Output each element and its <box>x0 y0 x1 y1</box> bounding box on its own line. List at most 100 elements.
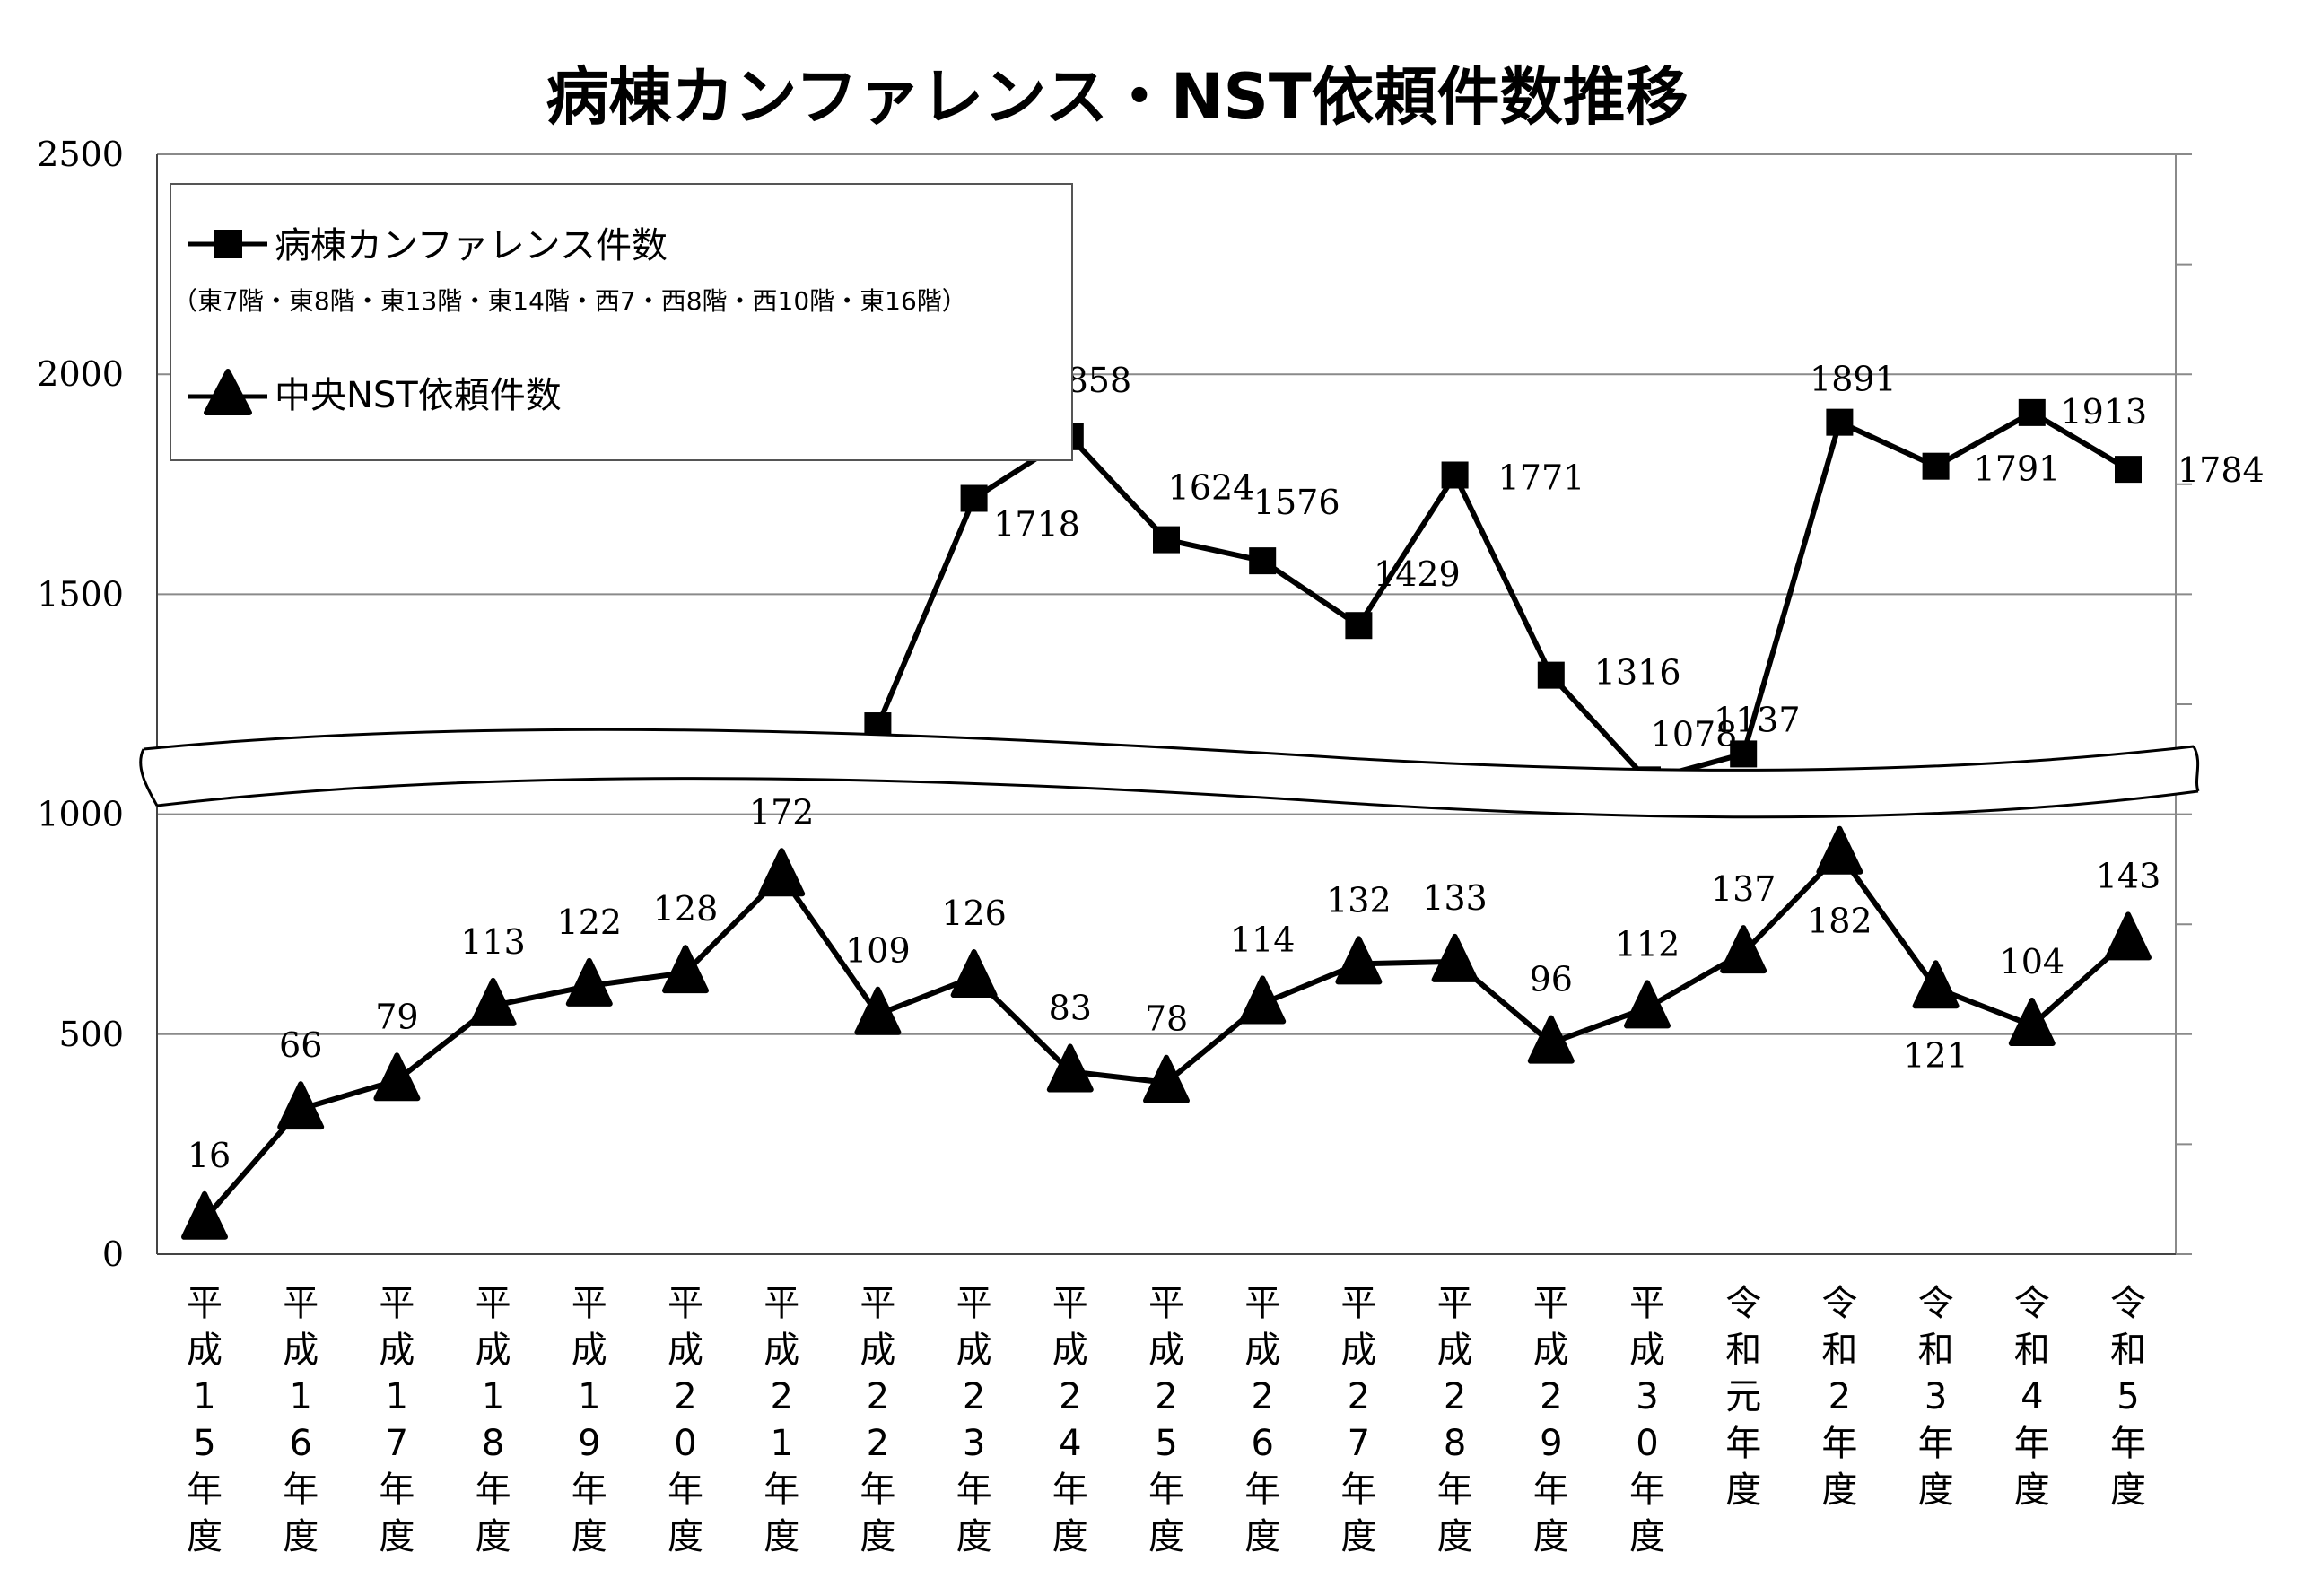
x-tick-label: 度 <box>1629 1516 1665 1557</box>
x-tick-label: 1 <box>386 1376 408 1417</box>
x-tick-label: 年 <box>476 1470 511 1511</box>
nst-data-label: 137 <box>1711 869 1776 909</box>
nst-point <box>1720 925 1767 974</box>
break-band-left <box>139 748 159 807</box>
nst-data-label: 66 <box>279 1025 322 1065</box>
x-tick-label: 3 <box>963 1423 985 1464</box>
x-tick-label: 2 <box>867 1423 889 1464</box>
x-tick-label: 平 <box>860 1283 895 1324</box>
x-tick-label: 3 <box>1636 1376 1658 1417</box>
x-tick-label: 平 <box>1244 1283 1280 1324</box>
x-tick-label: 2 <box>1059 1376 1081 1417</box>
x-tick-label: 平 <box>956 1283 992 1324</box>
nst-point <box>950 949 998 999</box>
nst-series <box>181 825 2152 1240</box>
x-tick-label: 年 <box>1340 1470 1376 1511</box>
conference-data-label: 1316 <box>1594 653 1681 693</box>
x-tick-label: 年 <box>1629 1470 1665 1511</box>
nst-point <box>1912 960 1960 1009</box>
x-tick-label: 年 <box>1725 1423 1761 1464</box>
x-tick-label: 9 <box>1540 1423 1562 1464</box>
nst-data-labels: 16 66 79 113 122 128 172 109 126 83 78 114 132 133 96 1… <box>188 792 2160 1175</box>
nst-data-label: 133 <box>1422 878 1488 918</box>
x-tick-label: 度 <box>1244 1516 1280 1557</box>
x-tick-label: 度 <box>572 1516 607 1557</box>
x-tick-label: 度 <box>1533 1516 1569 1557</box>
conference-data-label: 1791 <box>1974 449 2061 489</box>
conference-point <box>1441 461 1469 489</box>
x-tick-label: 1 <box>289 1376 311 1417</box>
x-tick-label: 成 <box>572 1330 607 1371</box>
x-tick-label: 成 <box>476 1330 511 1371</box>
x-tick-label: 度 <box>1437 1516 1473 1557</box>
nst-point <box>565 957 613 1007</box>
x-tick-label: 度 <box>283 1516 319 1557</box>
x-tick-label: 平 <box>476 1283 511 1324</box>
nst-point <box>662 945 709 994</box>
y-tick-label: 1500 <box>37 574 124 614</box>
x-tick-label: 平 <box>1340 1283 1376 1324</box>
legend-conference-marker <box>214 230 242 258</box>
x-tick-label: 度 <box>2014 1470 2050 1511</box>
x-tick-label: 平 <box>1148 1283 1184 1324</box>
axis-break-band <box>139 728 2200 819</box>
nst-point <box>2008 997 2056 1046</box>
nst-point <box>1816 825 1863 875</box>
nst-data-label: 109 <box>845 931 911 971</box>
x-tick-label: 成 <box>1148 1330 1184 1371</box>
nst-data-label: 182 <box>1807 902 1872 941</box>
x-tick-label: 和 <box>2110 1330 2146 1371</box>
nst-point <box>469 977 517 1026</box>
x-tick-label: 年 <box>1052 1470 1088 1511</box>
x-tick-label: 令 <box>2014 1283 2050 1324</box>
x-tick-label: 5 <box>2117 1376 2139 1417</box>
x-tick-label: 3 <box>1925 1376 1947 1417</box>
conference-data-label: 1429 <box>1374 554 1461 594</box>
x-tick-label: 7 <box>386 1423 408 1464</box>
x-tick-label: 年 <box>1533 1470 1569 1511</box>
axes <box>156 154 2177 1255</box>
x-tick-label: 年 <box>1821 1423 1857 1464</box>
x-tick-label: 年 <box>860 1470 895 1511</box>
x-tick-label: 2 <box>1829 1376 1851 1417</box>
x-tick-label: 成 <box>283 1330 319 1371</box>
x-tick-label: 平 <box>187 1283 223 1324</box>
legend-conference-subtitle: （東7階・東8階・東13階・東14階・西7・西8階・西10階・東16階） <box>172 286 967 316</box>
x-tick-label: 度 <box>1340 1516 1376 1557</box>
x-tick-label: 成 <box>1437 1330 1473 1371</box>
x-tick-label: 平 <box>283 1283 319 1324</box>
x-tick-label: 平 <box>668 1283 703 1324</box>
x-tick-label: 年 <box>764 1470 799 1511</box>
x-axis-labels: 平成15年度平成16年度平成17年度平成18年度平成19年度平成20年度平成21… <box>187 1283 2146 1557</box>
x-tick-label: 成 <box>668 1330 703 1371</box>
x-tick-label: 度 <box>956 1516 992 1557</box>
nst-data-label: 78 <box>1145 999 1188 1039</box>
conference-data-label: 1771 <box>1498 458 1585 498</box>
conference-point <box>1730 740 1758 768</box>
conference-line <box>875 409 2130 783</box>
chart-title: 病棟カンファレンス・NST依頼件数推移 <box>546 60 1688 134</box>
conference-data-label: 1718 <box>993 504 1080 544</box>
x-tick-label: 年 <box>668 1470 703 1511</box>
x-tick-label: 5 <box>1155 1423 1177 1464</box>
x-tick-label: 年 <box>1918 1423 1954 1464</box>
x-tick-label: 成 <box>764 1330 799 1371</box>
x-tick-label: 令 <box>1918 1283 1954 1324</box>
x-tick-label: 年 <box>956 1470 992 1511</box>
y-tick-label: 500 <box>58 1015 124 1054</box>
x-tick-label: 平 <box>1629 1283 1665 1324</box>
x-tick-label: 令 <box>1725 1283 1761 1324</box>
nst-data-label: 172 <box>749 792 815 832</box>
x-tick-label: 度 <box>187 1516 223 1557</box>
conference-data-label: 1784 <box>2178 450 2265 490</box>
nst-point <box>854 986 902 1035</box>
y-tick-label: 0 <box>102 1234 124 1274</box>
x-tick-label: 年 <box>187 1470 223 1511</box>
x-tick-label: 8 <box>482 1423 504 1464</box>
x-tick-label: 平 <box>764 1283 799 1324</box>
x-tick-label: 8 <box>1444 1423 1466 1464</box>
nst-point <box>1046 1043 1094 1093</box>
legend-conference-label: 病棟カンファレンス件数 <box>275 225 668 266</box>
x-tick-label: 平 <box>572 1283 607 1324</box>
x-tick-label: 2 <box>867 1376 889 1417</box>
